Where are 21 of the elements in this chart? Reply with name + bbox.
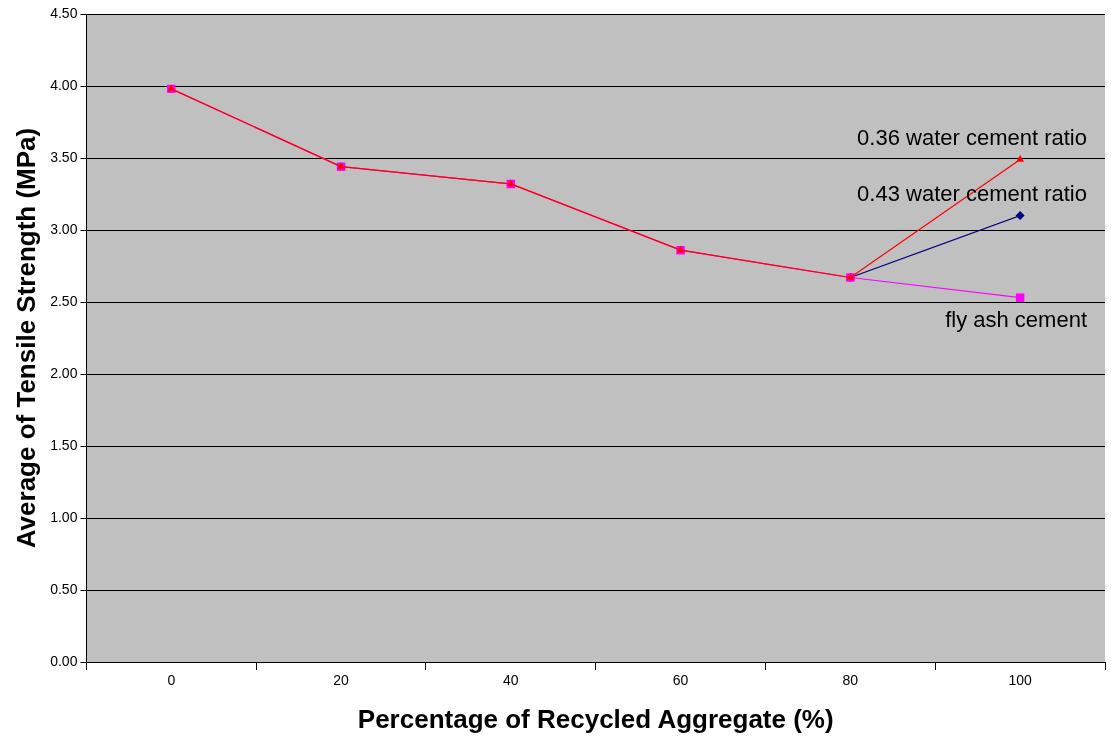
y-tick-label: 1.00	[50, 508, 78, 525]
y-tick-label: 4.00	[50, 76, 78, 93]
y-tick-label: 2.00	[50, 364, 78, 381]
y-tick-label: 3.00	[50, 220, 78, 237]
y-tick-label: 3.50	[50, 148, 78, 165]
y-tick-label: 0.50	[50, 580, 78, 597]
x-tick-label: 100	[1008, 672, 1033, 689]
x-tick-label: 0	[167, 672, 176, 689]
series-label: 0.43 water cement ratio	[857, 180, 1087, 206]
y-tick-label: 4.50	[50, 4, 78, 21]
series-label: fly ash cement	[945, 306, 1087, 332]
x-tick-label: 40	[503, 672, 519, 689]
x-axis-title: Percentage of Recycled Aggregate (%)	[357, 703, 834, 734]
y-tick-label: 0.00	[50, 652, 78, 669]
x-tick-label: 20	[333, 672, 350, 689]
y-tick-label: 2.50	[50, 292, 78, 309]
text: 0.36 water cement ratio	[857, 124, 1087, 150]
y-tick-label: 1.50	[50, 436, 78, 453]
x-tick-label: 80	[842, 672, 859, 689]
x-tick-label: 60	[672, 672, 689, 689]
y-axis-title: Average of Tensile Strength (MPa)	[10, 127, 41, 549]
